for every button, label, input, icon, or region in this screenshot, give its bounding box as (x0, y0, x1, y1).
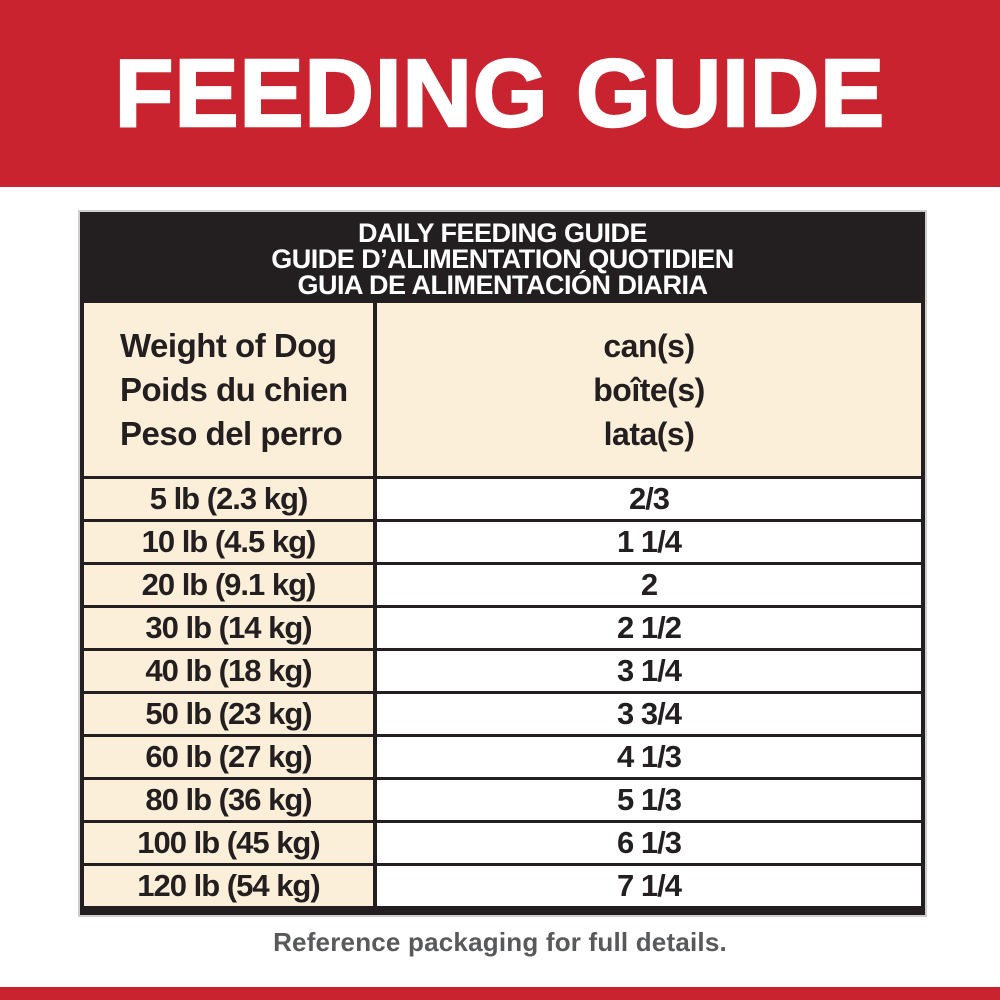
table-row: 120 lb (54 kg) 7 1/4 (84, 863, 921, 906)
cans-cell: 3 1/4 (377, 651, 921, 691)
footer-note: Reference packaging for full details. (273, 927, 727, 957)
bottom-red-strip (0, 987, 1000, 1000)
table-title: DAILY FEEDING GUIDE GUIDE D’ALIMENTATION… (84, 216, 921, 303)
cans-header-french: boîte(s) (593, 371, 705, 408)
column-header-row: Weight of Dog Poids du chien Peso del pe… (84, 303, 921, 476)
weight-header-english: Weight of Dog (120, 326, 337, 364)
weight-cell: 20 lb (9.1 kg) (84, 565, 377, 605)
table-body: 5 lb (2.3 kg) 2/3 10 lb (4.5 kg) 1 1/4 20 lb… (84, 476, 921, 906)
cans-header-spanish: lata(s) (603, 415, 695, 452)
weight-header-spanish: Peso del perro (120, 414, 343, 452)
cans-cell: 2 1/2 (377, 608, 921, 648)
table-title-english: DAILY FEEDING GUIDE (357, 218, 648, 248)
table-row: 10 lb (4.5 kg) 1 1/4 (84, 519, 921, 562)
weight-cell: 5 lb (2.3 kg) (84, 479, 377, 519)
table-title-french: GUIDE D’ALIMENTATION QUOTIDIEN (271, 244, 734, 274)
cans-cell: 5 1/3 (377, 780, 921, 820)
weight-cell: 50 lb (23 kg) (84, 694, 377, 734)
weight-cell: 100 lb (45 kg) (84, 823, 377, 863)
table-row: 5 lb (2.3 kg) 2/3 (84, 476, 921, 519)
weight-cell: 60 lb (27 kg) (84, 737, 377, 777)
cans-cell: 7 1/4 (377, 866, 921, 906)
cans-cell: 4 1/3 (377, 737, 921, 777)
weight-header-french: Poids du chien (120, 370, 348, 408)
table-row: 80 lb (36 kg) 5 1/3 (84, 777, 921, 820)
banner: FEEDING GUIDE (0, 0, 1000, 187)
cans-cell: 3 3/4 (377, 694, 921, 734)
table-row: 60 lb (27 kg) 4 1/3 (84, 734, 921, 777)
table-row: 50 lb (23 kg) 3 3/4 (84, 691, 921, 734)
table-row: 100 lb (45 kg) 6 1/3 (84, 820, 921, 863)
cans-header-english: can(s) (603, 327, 695, 364)
feeding-table: DAILY FEEDING GUIDE GUIDE D’ALIMENTATION… (80, 212, 925, 915)
cans-cell: 6 1/3 (377, 823, 921, 863)
cans-cell: 2 (377, 565, 921, 605)
table-title-spanish: GUIA DE ALIMENTACIÓN DIARIA (297, 270, 708, 300)
weight-cell: 30 lb (14 kg) (84, 608, 377, 648)
weight-cell: 10 lb (4.5 kg) (84, 522, 377, 562)
table-row: 30 lb (14 kg) 2 1/2 (84, 605, 921, 648)
cans-column-header: can(s) boîte(s) lata(s) (377, 303, 921, 476)
page-title: FEEDING GUIDE (114, 38, 886, 148)
weight-cell: 80 lb (36 kg) (84, 780, 377, 820)
weight-column-header: Weight of Dog Poids du chien Peso del pe… (84, 303, 377, 476)
weight-cell: 40 lb (18 kg) (84, 651, 377, 691)
table-row: 20 lb (9.1 kg) 2 (84, 562, 921, 605)
weight-cell: 120 lb (54 kg) (84, 866, 377, 906)
cans-cell: 2/3 (377, 479, 921, 519)
table-row: 40 lb (18 kg) 3 1/4 (84, 648, 921, 691)
cans-cell: 1 1/4 (377, 522, 921, 562)
